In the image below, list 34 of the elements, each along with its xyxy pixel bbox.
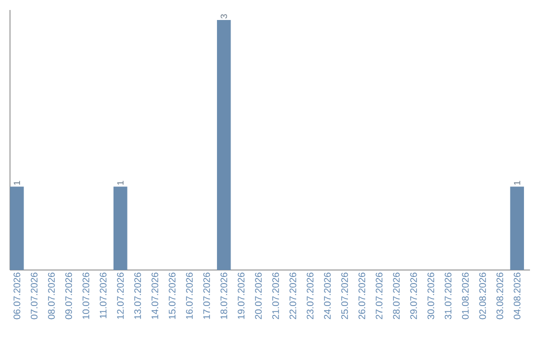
x-tick-label: 12.07.2026 [117,272,124,319]
x-tick-label: 02.08.2026 [479,272,486,320]
x-tick-label: 16.07.2026 [186,272,193,319]
x-tick-label: 09.07.2026 [65,272,72,320]
x-tick-label: 13.07.2026 [134,272,141,319]
x-tick-label: 14.07.2026 [152,272,158,319]
x-tick-label: 26.07.2026 [358,272,366,320]
x-tick-label: 20.07.2026 [255,272,262,320]
x-tick-label: 31.07.2026 [444,272,452,320]
x-tick-label: 21.07.2026 [272,272,279,320]
x-tick-label: 23.07.2026 [306,272,314,320]
x-tick-label: 17.07.2026 [203,272,210,319]
data-label: 3 [220,14,228,18]
x-tick-label: 22.07.2026 [290,272,296,320]
data-label: 1 [117,180,124,185]
x-tick-label: 28.07.2026 [392,272,400,320]
x-tick-label: 01.08.2026 [462,272,469,320]
x-tick-label: 10.07.2026 [82,272,90,319]
data-label: 1 [14,180,20,185]
x-tick-label: 03.08.2026 [496,272,504,320]
x-tick-label: 04.08.2026 [514,272,520,320]
data-label: 1 [514,180,520,185]
x-tick-label: 24.07.2026 [324,272,331,320]
x-tick-label: 25.07.2026 [341,272,348,320]
x-tick-label: 06.07.2026 [14,272,20,320]
x-tick-label: 11.07.2026 [100,272,106,318]
x-tick-label: 08.07.2026 [48,272,55,320]
x-tick-label: 19.07.2026 [238,272,244,319]
x-tick-label: 18.07.2026 [220,272,228,319]
x-tick-label: 07.07.2026 [30,272,38,320]
x-tick-label: 29.07.2026 [410,272,417,320]
x-tick-label: 27.07.2026 [376,272,382,320]
x-tick-label: 30.07.2026 [427,272,434,320]
x-tick-label: 15.07.2026 [168,272,176,319]
